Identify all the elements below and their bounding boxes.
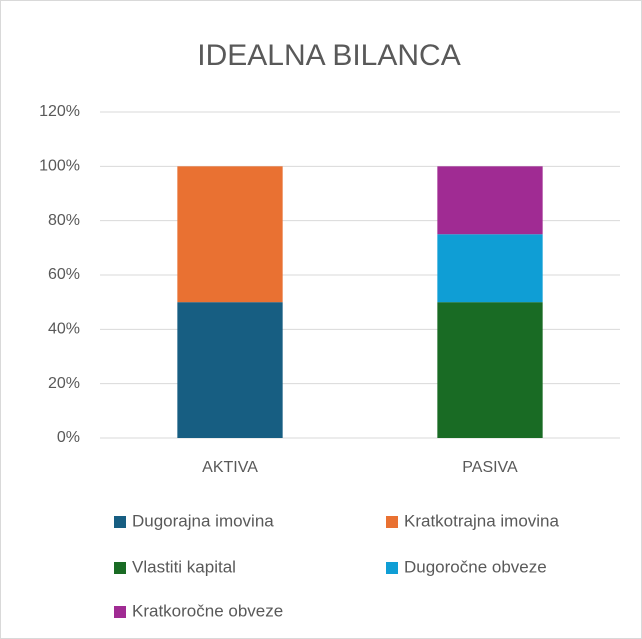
y-tick-label: 120% <box>39 103 80 120</box>
legend-swatch <box>114 562 126 574</box>
bar-segment <box>177 166 283 303</box>
y-tick-label: 0% <box>57 429 80 446</box>
y-tick-label: 80% <box>48 212 80 229</box>
legend-label: Kratkotrajna imovina <box>404 511 560 530</box>
bar-segment <box>177 302 283 438</box>
legend-label: Kratkoročne obveze <box>132 601 283 620</box>
legend-swatch <box>386 516 398 528</box>
legend-label: Vlastiti kapital <box>132 557 236 576</box>
y-tick-label: 20% <box>48 375 80 392</box>
legend-label: Dugoročne obveze <box>404 557 547 576</box>
legend-swatch <box>386 562 398 574</box>
chart-title: IDEALNA BILANCA <box>197 39 460 72</box>
legend-swatch <box>114 606 126 618</box>
y-tick-label: 60% <box>48 266 80 283</box>
y-tick-label: 40% <box>48 321 80 338</box>
y-tick-label: 100% <box>39 158 80 175</box>
bar-segment <box>437 166 543 235</box>
x-tick-label: AKTIVA <box>202 459 258 476</box>
legend-swatch <box>114 516 126 528</box>
x-tick-label: PASIVA <box>462 459 518 476</box>
bar-segment <box>437 234 543 303</box>
legend-label: Dugorajna imovina <box>132 511 274 530</box>
bar-segment <box>437 302 543 438</box>
